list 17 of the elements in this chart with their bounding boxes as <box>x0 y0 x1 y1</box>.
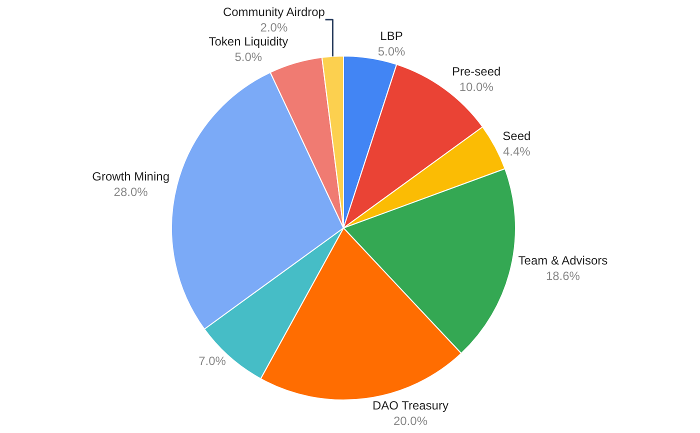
data-label: 2.0% <box>260 20 288 34</box>
slice-label: Growth Mining <box>92 170 170 184</box>
data-label: 10.0% <box>459 80 494 94</box>
data-label: 7.0% <box>198 354 226 368</box>
slice-label: Community Airdrop <box>222 4 326 19</box>
slice-label: DAO Treasury <box>372 398 448 412</box>
slice-label: Token Liquidity <box>208 34 288 48</box>
slice-label: Team & Advisors <box>518 254 608 268</box>
slice-label: LBP <box>380 28 403 43</box>
data-label: 18.6% <box>546 269 580 284</box>
data-label: 5.0% <box>378 44 406 58</box>
data-label: 28.0% <box>114 185 148 200</box>
data-label: 4.4% <box>502 144 531 159</box>
data-label: 20.0% <box>393 414 428 428</box>
slice-label: Seed <box>502 128 531 143</box>
slice-label: Pre-seed <box>452 64 501 78</box>
data-label: 5.0% <box>234 50 262 64</box>
